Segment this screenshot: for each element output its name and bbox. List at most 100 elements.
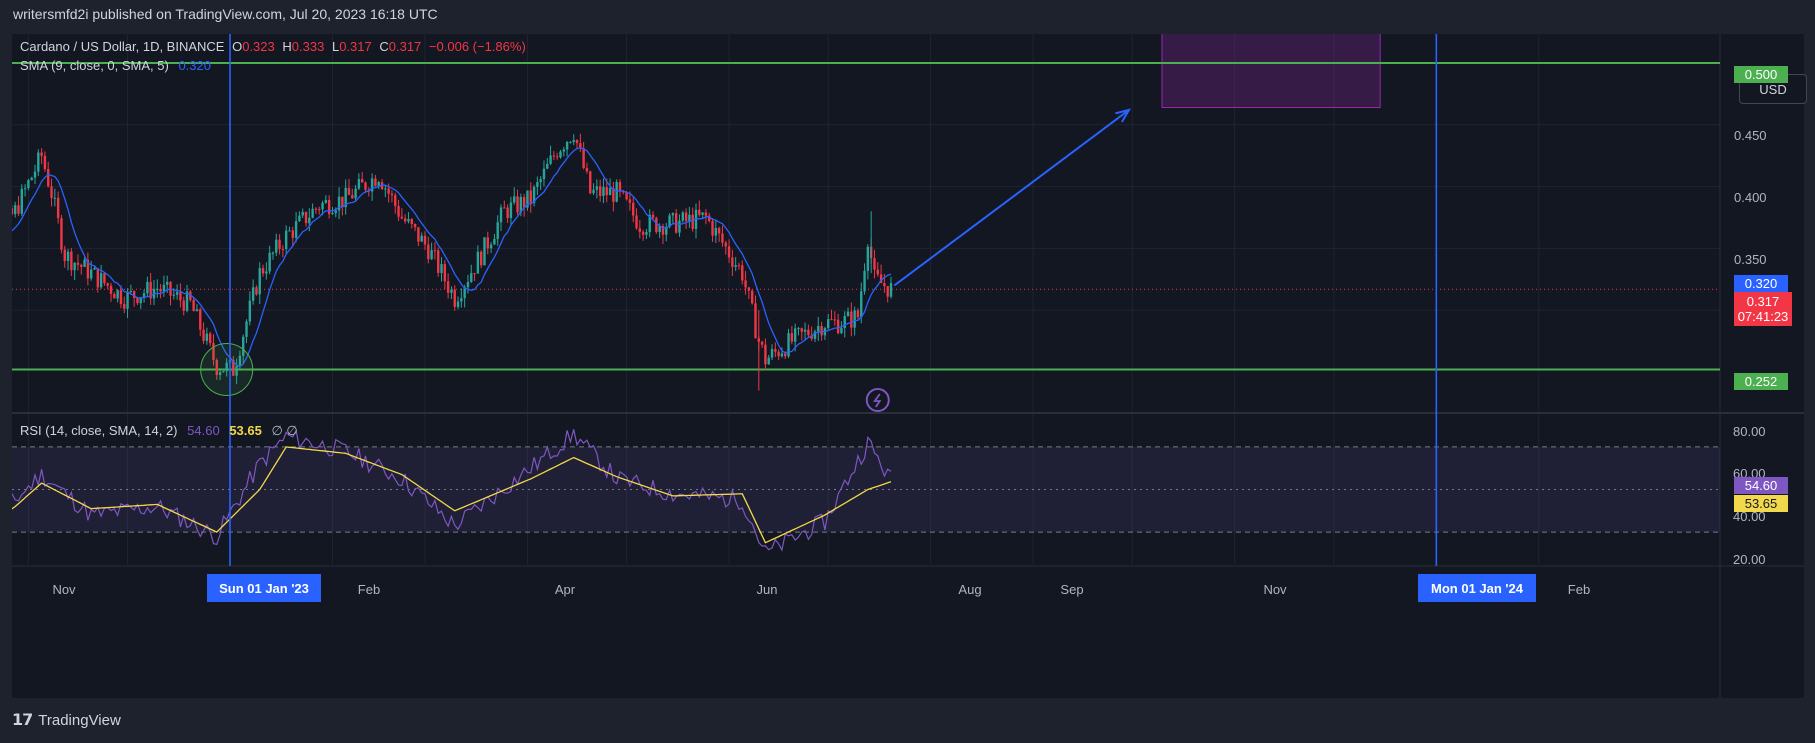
candle-body (89, 269, 93, 279)
candle-body (863, 270, 866, 292)
candle-body (142, 293, 146, 298)
candle-body (873, 258, 876, 270)
rsi-value: 54.60 (187, 423, 220, 438)
candle-body (665, 226, 668, 235)
candle-body (714, 228, 718, 236)
candle-body (883, 283, 886, 287)
candle-body (324, 200, 328, 203)
footer: 𝟭𝟳 TradingView (12, 710, 121, 730)
candle-body (205, 333, 209, 341)
sma-value: 0.320 (178, 58, 211, 73)
time-label-sep: Sep (1060, 582, 1084, 597)
support-tag: 0.252 (1734, 373, 1788, 390)
candle-body (446, 281, 450, 293)
candle-body (489, 244, 493, 249)
target-zone-box (1161, 34, 1381, 108)
last-price-tag: 0.317 07:41:23 (1734, 292, 1792, 326)
candle-body (516, 196, 519, 213)
symbol-legend: Cardano / US Dollar, 1D, BINANCE O0.323 … (20, 39, 526, 54)
candle-body (741, 265, 744, 281)
candle-body (585, 168, 589, 172)
candle-body (552, 155, 556, 157)
rsi-line (12, 428, 892, 552)
candle-body (149, 281, 152, 299)
candle-body (602, 187, 605, 197)
candle-body (132, 291, 136, 299)
candle-body (47, 169, 50, 187)
sma-label: SMA (9, close, 0, SMA, 5) (20, 58, 169, 73)
candle-body (423, 235, 427, 245)
candle-body (202, 329, 205, 341)
candle-body (304, 211, 308, 224)
tradingview-logo-icon[interactable]: 𝟭𝟳 (12, 712, 33, 729)
candle-body (430, 250, 433, 260)
candle-body (278, 239, 281, 249)
candle-body (298, 215, 301, 222)
close-label: C (379, 39, 389, 54)
candle-body (63, 249, 66, 261)
candle-body (787, 333, 790, 357)
candle-body (437, 250, 440, 273)
candle-body (509, 202, 513, 219)
candle-body (645, 232, 648, 235)
candle-body (195, 309, 199, 312)
candle-body (717, 228, 721, 234)
lightning-icon (865, 388, 890, 412)
candle-body (172, 294, 176, 296)
brand-name[interactable]: TradingView (38, 711, 121, 729)
candle-body (242, 336, 245, 356)
rsi-legend[interactable]: RSI (14, close, SMA, 14, 2) 54.60 53.65 … (20, 423, 298, 439)
candle-body (33, 171, 37, 178)
candle-body (833, 319, 837, 321)
candle-body (331, 213, 334, 215)
candle-body (83, 259, 86, 267)
candle-body (473, 273, 476, 275)
candle-body (70, 251, 73, 271)
low-value: 0.317 (339, 39, 372, 54)
candle-body (159, 288, 162, 292)
candle-body (767, 357, 770, 365)
candle-body (245, 321, 248, 337)
candle-body (522, 196, 526, 208)
rsi-ma-tag: 53.65 (1734, 495, 1788, 512)
candle-body (608, 188, 612, 196)
chart-frame[interactable]: Cardano / US Dollar, 1D, BINANCE O0.323 … (12, 34, 1807, 698)
candle-body (479, 251, 483, 266)
candle-body (843, 316, 846, 328)
candle-body (268, 252, 271, 272)
support-highlight-circle (200, 343, 254, 397)
candle-body (486, 237, 489, 249)
chart-svg[interactable] (12, 34, 1804, 698)
rsi-tick-40: 40.00 (1733, 509, 1766, 524)
candle-body (394, 195, 397, 206)
symbol-name[interactable]: Cardano / US Dollar, 1D, BINANCE (20, 39, 225, 54)
candle-body (238, 355, 242, 366)
candle-body (661, 225, 665, 235)
candle-body (827, 319, 830, 329)
candle-body (615, 182, 618, 202)
candle-body (678, 220, 681, 233)
candle-body (460, 298, 463, 302)
candle-body (721, 233, 724, 243)
candle-body (443, 264, 447, 282)
candle-body (40, 152, 43, 156)
rsi-extra: ∅ ∅ (271, 423, 298, 438)
candle-body (612, 188, 615, 202)
candle-body (549, 155, 552, 164)
candle-body (37, 152, 40, 172)
candle-body (747, 287, 751, 291)
candle-body (440, 264, 443, 273)
projection-arrow (893, 109, 1130, 287)
high-label: H (282, 39, 292, 54)
sma-legend[interactable]: SMA (9, close, 0, SMA, 5) 0.320 (20, 58, 211, 73)
candle-body (526, 190, 529, 208)
candle-body (817, 325, 820, 332)
candle-body (536, 182, 539, 187)
candle-body (53, 197, 57, 199)
candle-body (744, 280, 747, 288)
candle-body (529, 190, 532, 204)
candle-body (258, 268, 261, 295)
candle-body (565, 141, 569, 150)
candle-body (770, 349, 774, 358)
time-label-nov2: Nov (1263, 582, 1287, 597)
